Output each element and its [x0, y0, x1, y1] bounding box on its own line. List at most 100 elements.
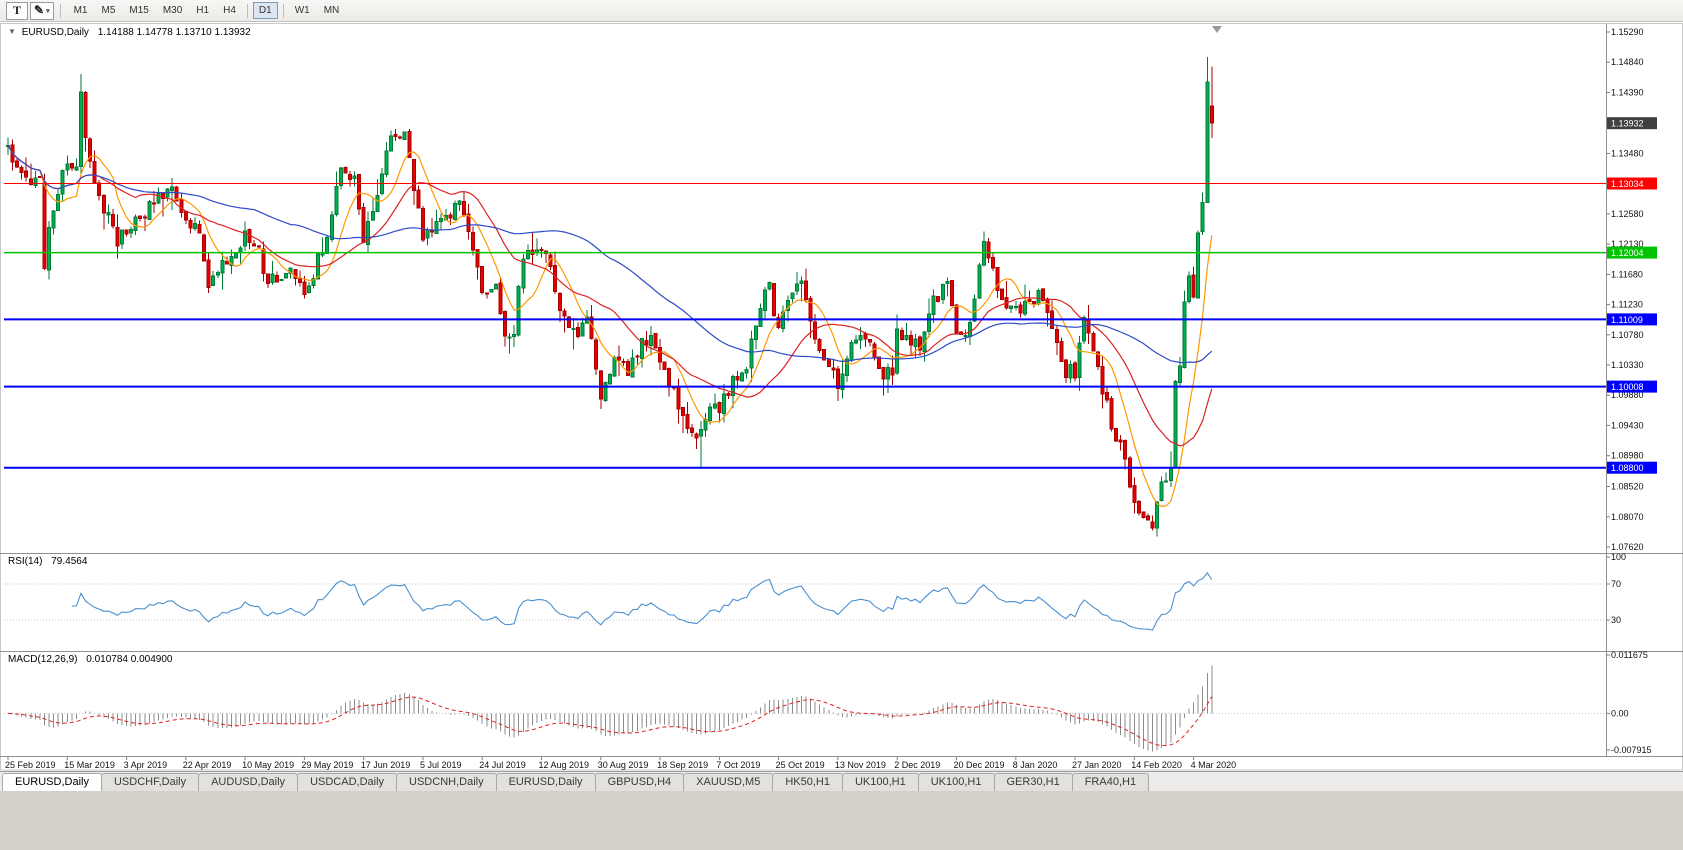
svg-text:1.15290: 1.15290	[1611, 27, 1644, 37]
chart-tab-5[interactable]: EURUSD,Daily	[495, 773, 596, 791]
svg-text:-0.007915: -0.007915	[1611, 745, 1652, 755]
date-axis[interactable]: 25 Feb 2019 15 Mar 2019 3 Apr 2019 22 Apr 2…	[5, 757, 1236, 770]
svg-text:1.13932: 1.13932	[1611, 119, 1644, 129]
svg-text:25 Oct 2019: 25 Oct 2019	[776, 760, 825, 770]
timeframe-w1-button[interactable]: W1	[294, 5, 310, 16]
svg-text:1.08520: 1.08520	[1611, 482, 1644, 492]
svg-text:1.13480: 1.13480	[1611, 149, 1644, 159]
svg-text:1.12004: 1.12004	[1611, 248, 1644, 258]
chart-shift-marker[interactable]	[1212, 26, 1222, 33]
svg-text:12 Aug 2019: 12 Aug 2019	[539, 760, 590, 770]
rsi-pane-title: RSI(14) 79.4564	[8, 556, 87, 567]
text-tool-button[interactable]: T	[6, 1, 28, 20]
svg-text:4 Mar 2020: 4 Mar 2020	[1191, 760, 1237, 770]
svg-text:1.11230: 1.11230	[1611, 300, 1643, 310]
svg-text:3 Apr 2019: 3 Apr 2019	[124, 760, 168, 770]
macd-signal-line	[7, 696, 1213, 746]
timeframe-h4-button[interactable]: H4	[223, 5, 236, 16]
pencil-icon: ✎	[34, 3, 45, 17]
macd-histogram	[12, 665, 1213, 752]
price-chart-canvas[interactable]: 1.15290 1.14840 1.14390 1.13480 1.12580 1.121…	[0, 22, 1683, 771]
svg-text:0.00: 0.00	[1611, 708, 1629, 718]
svg-text:1.11009: 1.11009	[1611, 315, 1643, 325]
level-lines[interactable]	[4, 183, 1606, 469]
macd-values: 0.010784 0.004900	[86, 654, 173, 665]
chart-tab-10[interactable]: UK100,H1	[917, 773, 995, 791]
chart-canvas-holder[interactable]: 1.15290 1.14840 1.14390 1.13480 1.12580 1.121…	[0, 22, 1683, 776]
svg-text:1.12130: 1.12130	[1611, 239, 1644, 249]
svg-text:1.09880: 1.09880	[1611, 390, 1644, 400]
svg-text:1.14390: 1.14390	[1611, 87, 1644, 97]
chart-tab-8[interactable]: HK50,H1	[772, 773, 843, 791]
svg-text:13 Nov 2019: 13 Nov 2019	[835, 760, 886, 770]
chart-tab-11[interactable]: GER30,H1	[993, 773, 1073, 791]
rsi-indicator-label: RSI(14)	[8, 556, 43, 567]
svg-text:1.08070: 1.08070	[1611, 512, 1644, 522]
svg-text:30 Aug 2019: 30 Aug 2019	[598, 760, 649, 770]
svg-text:1.08980: 1.08980	[1611, 451, 1644, 461]
chart-tab-0[interactable]: EURUSD,Daily	[2, 773, 102, 791]
macd-indicator-label: MACD(12,26,9)	[8, 654, 78, 665]
chart-tab-2[interactable]: AUDUSD,Daily	[198, 773, 299, 791]
price-badges: 1.13034 1.12004 1.11009 1.10008 1.08800 1.139…	[1607, 117, 1657, 474]
svg-text:1.12580: 1.12580	[1611, 209, 1644, 219]
price-axis[interactable]: 1.15290 1.14840 1.14390 1.13480 1.12580 1.121…	[1606, 27, 1652, 755]
svg-text:20 Dec 2019: 20 Dec 2019	[954, 760, 1005, 770]
timeframe-m1-button[interactable]: M1	[73, 5, 88, 16]
chart-tab-1[interactable]: USDCHF,Daily	[100, 773, 200, 791]
rsi-line	[71, 571, 1213, 631]
chart-tab-4[interactable]: USDCNH,Daily	[396, 773, 497, 791]
window-background	[0, 791, 1683, 850]
timeframe-buttons: M1 M5 M15 M30 H1 H4 D1 W1 MN	[67, 2, 347, 19]
svg-text:1.08800: 1.08800	[1611, 463, 1644, 473]
svg-text:24 Jul 2019: 24 Jul 2019	[479, 760, 526, 770]
draw-tool-button[interactable]: ✎ ▾	[30, 1, 54, 20]
svg-text:8 Jan 2020: 8 Jan 2020	[1013, 760, 1058, 770]
timeframe-m30-button[interactable]: M30	[162, 5, 183, 16]
chart-tab-6[interactable]: GBPUSD,H4	[594, 773, 685, 791]
svg-text:15 Mar 2019: 15 Mar 2019	[64, 760, 115, 770]
svg-text:70: 70	[1611, 579, 1621, 589]
svg-text:25 Feb 2019: 25 Feb 2019	[5, 760, 56, 770]
svg-text:1.07620: 1.07620	[1611, 542, 1644, 552]
chart-symbol-title: EURUSD,Daily	[21, 27, 89, 38]
timeframe-d1-button[interactable]: D1	[252, 2, 278, 19]
macd-pane-title: MACD(12,26,9) 0.010784 0.004900	[8, 654, 172, 665]
svg-text:0.011675: 0.011675	[1611, 650, 1648, 660]
svg-text:2 Dec 2019: 2 Dec 2019	[894, 760, 940, 770]
svg-text:1.10330: 1.10330	[1611, 360, 1644, 370]
ma-mid-line	[7, 145, 1213, 447]
svg-text:1.10008: 1.10008	[1611, 382, 1644, 392]
svg-text:17 Jun 2019: 17 Jun 2019	[361, 760, 411, 770]
ma-fast-line	[7, 145, 1213, 508]
chart-area[interactable]: 1.15290 1.14840 1.14390 1.13480 1.12580 1.121…	[0, 22, 1683, 771]
pane-separators[interactable]	[0, 24, 1683, 757]
toolbar-separator	[246, 3, 248, 18]
svg-text:1.13034: 1.13034	[1611, 179, 1644, 189]
chevron-down-icon: ▾	[46, 6, 50, 15]
collapse-arrow-icon[interactable]: ▼	[8, 27, 16, 36]
top-toolbar: T ✎ ▾ M1 M5 M15 M30 H1 H4 D1 W1 MN	[0, 0, 1683, 22]
svg-text:1.14840: 1.14840	[1611, 57, 1644, 67]
ma-slow-line	[7, 145, 1213, 364]
svg-text:18 Sep 2019: 18 Sep 2019	[657, 760, 708, 770]
timeframe-mn-button[interactable]: MN	[323, 5, 340, 16]
svg-text:1.11680: 1.11680	[1611, 269, 1643, 279]
svg-text:22 Apr 2019: 22 Apr 2019	[183, 760, 232, 770]
svg-text:5 Jul 2019: 5 Jul 2019	[420, 760, 462, 770]
svg-text:1.10780: 1.10780	[1611, 330, 1644, 340]
svg-text:29 May 2019: 29 May 2019	[301, 760, 353, 770]
chart-ohlc-values: 1.14188 1.14778 1.13710 1.13932	[97, 27, 251, 38]
svg-text:10 May 2019: 10 May 2019	[242, 760, 294, 770]
chart-tabs-bar: EURUSD,Daily USDCHF,Daily AUDUSD,Daily USDC…	[0, 771, 1683, 791]
timeframe-m15-button[interactable]: M15	[129, 5, 149, 16]
chart-tab-12[interactable]: FRA40,H1	[1071, 773, 1150, 791]
svg-text:14 Feb 2020: 14 Feb 2020	[1131, 760, 1182, 770]
rsi-value: 79.4564	[51, 556, 88, 567]
svg-text:7 Oct 2019: 7 Oct 2019	[716, 760, 760, 770]
timeframe-m5-button[interactable]: M5	[101, 5, 116, 16]
chart-tab-9[interactable]: UK100,H1	[841, 773, 919, 791]
timeframe-h1-button[interactable]: H1	[196, 5, 210, 16]
chart-tab-3[interactable]: USDCAD,Daily	[297, 773, 398, 791]
toolbar-separator	[59, 3, 61, 18]
